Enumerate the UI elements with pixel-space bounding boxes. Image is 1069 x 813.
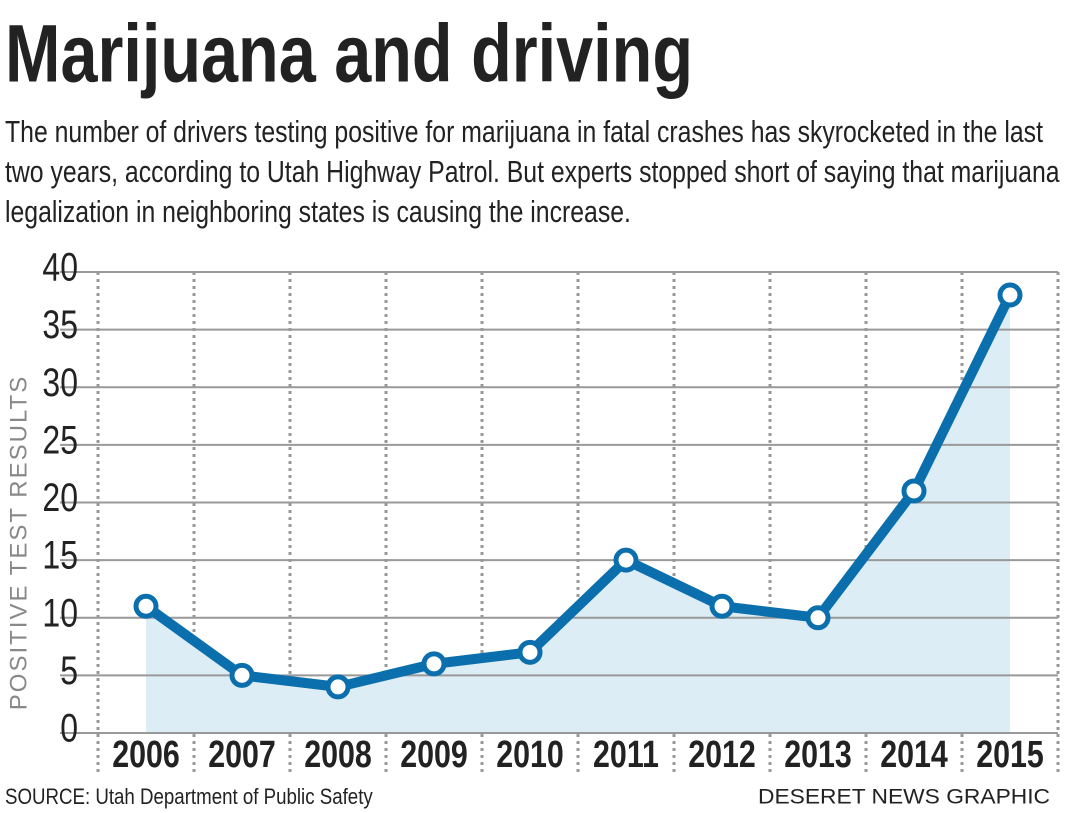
y-tick-label: 40 (42, 244, 78, 289)
credit: DESERET NEWS GRAPHIC (758, 786, 1050, 809)
point (805, 605, 831, 631)
y-tick-label: 20 (42, 475, 78, 520)
y-tick-label: 0 (60, 705, 78, 750)
point (517, 639, 543, 665)
x-tick-label: 2009 (400, 734, 468, 776)
point (613, 547, 639, 573)
line (143, 292, 1015, 692)
x-tick-label: 2008 (304, 734, 372, 776)
x-tick-label: 2013 (784, 734, 852, 776)
x-tick-label: 2010 (496, 734, 564, 776)
chart-title: Marijuana and driving (5, 9, 693, 100)
y-axis-label: POSITIVE TEST RESULTS (5, 375, 32, 710)
x-tick-label: 2015 (976, 734, 1044, 776)
point (901, 478, 927, 504)
y-tick-label: 5 (60, 647, 78, 692)
x-tick-label: 2007 (208, 734, 276, 776)
x-tick-label: 2006 (112, 734, 180, 776)
source: SOURCE: Utah Department of Public Safety (5, 785, 373, 809)
point (421, 651, 447, 677)
subtitle: The number of drivers testing positive f… (5, 114, 1060, 229)
y-tick-label: 35 (42, 302, 78, 347)
point (709, 593, 735, 619)
area (146, 295, 1010, 733)
y-tick-label: 25 (42, 417, 78, 462)
point (997, 282, 1023, 308)
x-tick-label: 2011 (593, 734, 659, 776)
x-tick-label: 2014 (880, 734, 948, 776)
point (229, 662, 255, 688)
y-tick-label: 15 (42, 532, 78, 577)
point (133, 593, 159, 619)
y-tick-label: 10 (42, 590, 78, 635)
point (325, 674, 351, 700)
y-tick-label: 30 (42, 359, 78, 404)
x-tick-label: 2012 (688, 734, 756, 776)
